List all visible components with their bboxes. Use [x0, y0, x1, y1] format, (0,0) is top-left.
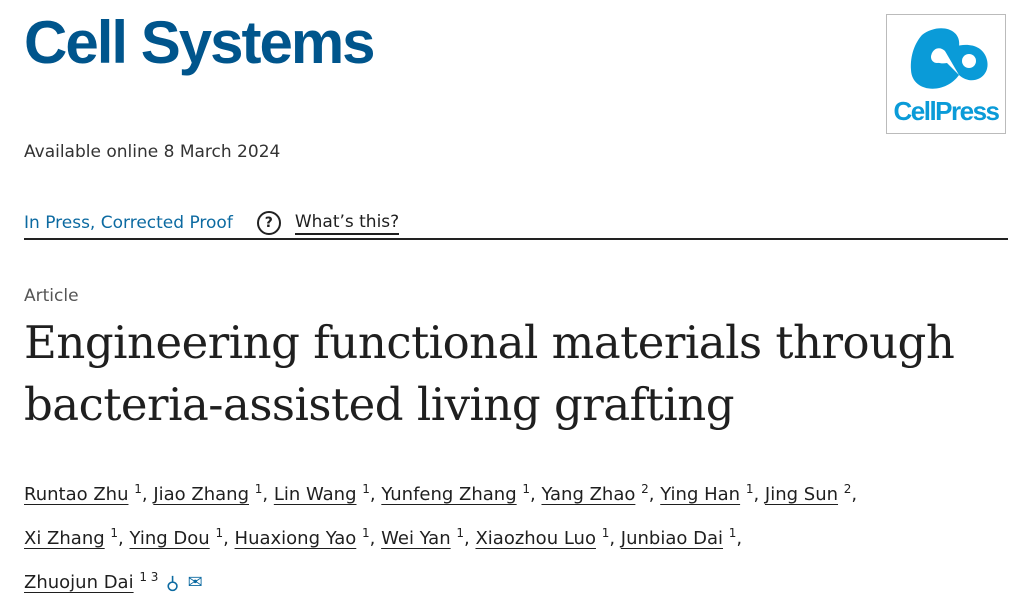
person-icon[interactable]: ⚲: [166, 573, 180, 594]
affiliation-marker[interactable]: 1: [601, 526, 610, 540]
cellpress-logo[interactable]: CellPress: [886, 14, 1006, 134]
envelope-icon[interactable]: ✉: [187, 572, 203, 593]
affiliation-marker[interactable]: 2: [641, 482, 649, 496]
divider: [24, 238, 1008, 240]
in-press-link[interactable]: In Press, Corrected Proof: [24, 213, 233, 233]
author-link[interactable]: Jing Sun: [764, 484, 839, 505]
author-link[interactable]: Yunfeng Zhang: [381, 484, 517, 505]
title-line: bacteria-assisted living grafting: [24, 378, 735, 431]
affiliation-marker[interactable]: 1: [215, 526, 224, 540]
affiliation-marker[interactable]: 2: [843, 482, 852, 496]
affiliation-marker[interactable]: 1: [110, 526, 119, 540]
author-link[interactable]: Xi Zhang: [24, 528, 105, 549]
author-link[interactable]: Lin Wang: [273, 484, 357, 505]
journal-title[interactable]: Cell Systems: [24, 9, 376, 76]
author-link[interactable]: Zhuojun Dai: [24, 572, 134, 593]
affiliation-marker[interactable]: 1 3: [139, 570, 159, 584]
cellpress-wordmark: CellPress: [893, 96, 1000, 126]
available-online: Available online 8 March 2024: [24, 142, 281, 162]
article-title: Engineering functional materials through…: [24, 312, 955, 436]
affiliation-marker[interactable]: 1: [745, 482, 754, 496]
author-link[interactable]: Runtao Zhu: [24, 484, 129, 505]
affiliation-marker[interactable]: 1: [134, 482, 142, 496]
author-link[interactable]: Junbiao Dai: [620, 528, 724, 549]
affiliation-marker[interactable]: 1: [456, 526, 464, 540]
whats-this-link[interactable]: What’s this?: [294, 212, 400, 235]
author-list: Runtao Zhu 1, Jiao Zhang 1, Lin Wang 1, …: [24, 470, 1014, 602]
cellpress-mark-icon: [910, 28, 988, 89]
author-link[interactable]: Ying Dou: [129, 528, 210, 549]
affiliation-marker[interactable]: 1: [254, 482, 263, 496]
question-circle-icon[interactable]: ?: [256, 211, 281, 235]
author-link[interactable]: Wei Yan: [381, 528, 451, 549]
title-line: Engineering functional materials through: [24, 316, 955, 369]
author-link[interactable]: Yang Zhao: [541, 484, 636, 505]
article-type: Article: [24, 286, 79, 306]
author-link[interactable]: Ying Han: [660, 484, 741, 505]
author-link[interactable]: Huaxiong Yao: [234, 528, 357, 549]
affiliation-marker[interactable]: 1: [362, 526, 370, 540]
affiliation-marker[interactable]: 1: [362, 482, 370, 496]
author-link[interactable]: Jiao Zhang: [153, 484, 249, 505]
article-status: In Press, Corrected Proof ? What’s this?: [24, 211, 400, 235]
affiliation-marker[interactable]: 1: [728, 526, 737, 540]
affiliation-marker[interactable]: 1: [522, 482, 531, 496]
author-link[interactable]: Xiaozhou Luo: [475, 528, 596, 549]
